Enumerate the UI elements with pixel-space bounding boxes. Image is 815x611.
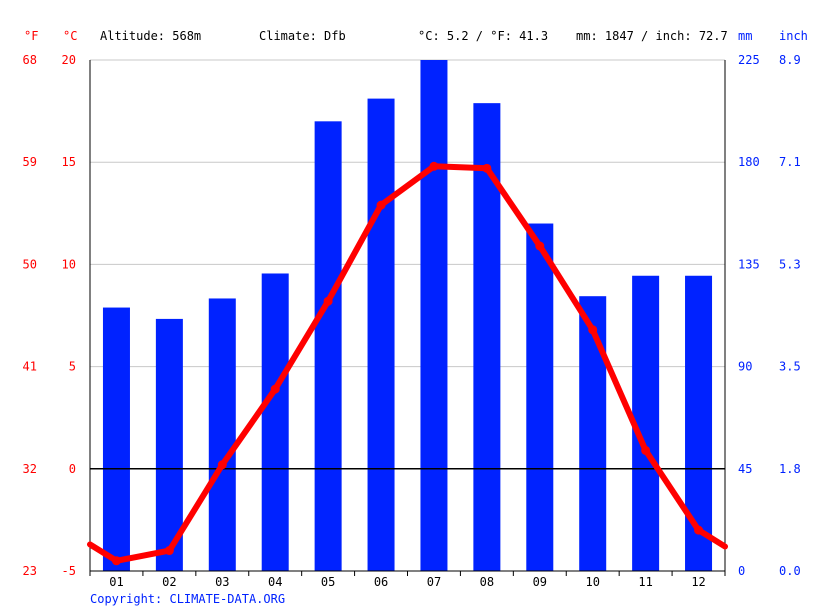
copyright-text: Copyright: CLIMATE-DATA.ORG [90, 592, 285, 606]
inch-tick-label: 1.8 [779, 462, 801, 476]
celsius-tick-label: 10 [62, 257, 76, 271]
precipitation-bar [420, 60, 448, 571]
temperature-point [694, 525, 704, 535]
temperature-point [588, 325, 598, 335]
celsius-tick-label: 20 [62, 53, 76, 67]
inch-unit-label: inch [779, 29, 808, 43]
fahrenheit-tick-label: 50 [23, 257, 37, 271]
mm-tick-label: 45 [738, 462, 752, 476]
altitude-label: Altitude: 568m [100, 29, 201, 43]
precipitation-bars [102, 60, 713, 571]
inch-tick-label: 5.3 [779, 257, 801, 271]
precipitation-bar [155, 318, 183, 571]
mm-tick-label: 90 [738, 360, 752, 374]
precipitation-bar [526, 223, 554, 571]
fahrenheit-tick-label: 23 [23, 564, 37, 578]
month-tick-label: 01 [109, 575, 123, 589]
temperature-summary: °C: 5.2 / °F: 41.3 [418, 29, 548, 43]
precipitation-bar [208, 298, 236, 571]
fahrenheit-tick-label: 41 [23, 360, 37, 374]
mm-unit-label: mm [738, 29, 752, 43]
celsius-tick-label: 0 [69, 462, 76, 476]
month-tick-label: 10 [585, 575, 599, 589]
temperature-line [87, 163, 728, 564]
inch-tick-label: 3.5 [779, 360, 801, 374]
temperature-point [270, 384, 280, 394]
precipitation-bar [261, 273, 289, 571]
month-tick-label: 02 [162, 575, 176, 589]
celsius-tick-label: -5 [62, 564, 76, 578]
fahrenheit-tick-label: 32 [23, 462, 37, 476]
precipitation-bar [314, 121, 342, 571]
precipitation-bar [367, 98, 395, 571]
mm-tick-label: 135 [738, 257, 760, 271]
fahrenheit-tick-label: 59 [23, 155, 37, 169]
month-tick-label: 08 [480, 575, 494, 589]
inch-tick-label: 0.0 [779, 564, 801, 578]
temperature-point [164, 546, 174, 556]
temperature-point [482, 163, 492, 173]
inch-tick-label: 8.9 [779, 53, 801, 67]
month-tick-label: 06 [374, 575, 388, 589]
temperature-point [217, 460, 227, 470]
month-tick-label: 12 [691, 575, 705, 589]
axes [89, 60, 726, 576]
fahrenheit-unit-label: °F [24, 29, 38, 43]
month-tick-label: 11 [638, 575, 652, 589]
temperature-point [535, 241, 545, 251]
tick-labels: 23 -5 32 0 41 5 50 10 59 15 68 20 0 0.0 45 1.8 90 3.5 135 5… [23, 53, 801, 589]
temperature-line-group [87, 161, 728, 566]
month-tick-label: 05 [321, 575, 335, 589]
month-tick-label: 09 [533, 575, 547, 589]
celsius-tick-label: 5 [69, 360, 76, 374]
temperature-point [376, 200, 386, 210]
precipitation-summary: mm: 1847 / inch: 72.7 [576, 29, 728, 43]
inch-tick-label: 7.1 [779, 155, 801, 169]
climate-label: Climate: Dfb [259, 29, 346, 43]
celsius-tick-label: 15 [62, 155, 76, 169]
mm-tick-label: 180 [738, 155, 760, 169]
mm-tick-label: 225 [738, 53, 760, 67]
temperature-point [111, 556, 121, 566]
temperature-point [641, 445, 651, 455]
month-tick-label: 04 [268, 575, 282, 589]
precipitation-bar [102, 307, 130, 571]
mm-tick-label: 0 [738, 564, 745, 578]
temperature-point [323, 296, 333, 306]
temperature-point [429, 161, 439, 171]
month-tick-label: 03 [215, 575, 229, 589]
celsius-unit-label: °C [63, 29, 77, 43]
precipitation-bar [579, 296, 607, 571]
month-tick-label: 07 [427, 575, 441, 589]
grid-lines [90, 59, 725, 368]
fahrenheit-tick-label: 68 [23, 53, 37, 67]
